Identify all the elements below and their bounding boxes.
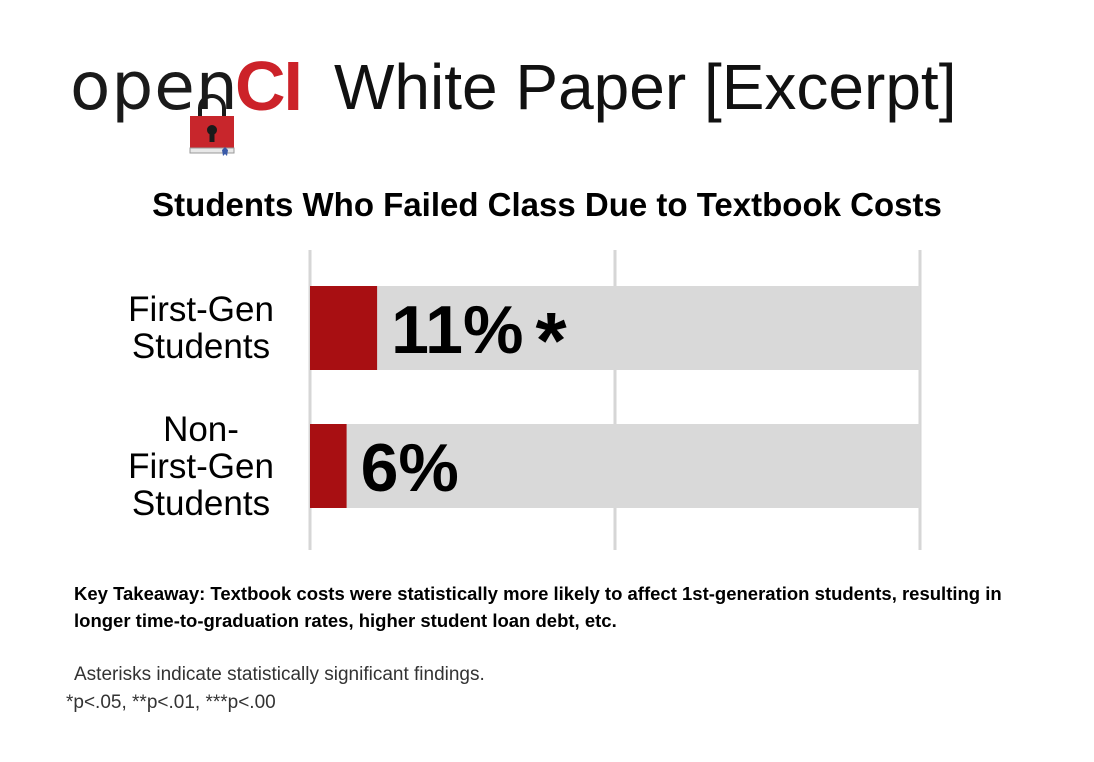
bar [310, 424, 347, 508]
significance-marker: * [535, 296, 567, 385]
category-label: First-Gen Students [128, 290, 274, 366]
chart-plot: 11% * 6% [308, 250, 922, 550]
logo-word-open: open [70, 48, 239, 125]
data-label: 11% [391, 292, 523, 368]
opencl-logo: open CI [70, 47, 320, 162]
data-label: 6% [361, 430, 459, 506]
bar-track [310, 424, 920, 508]
page-title: White Paper [Excerpt] [334, 51, 957, 123]
chart-title: Students Who Failed Class Due to Textboo… [152, 186, 942, 223]
bar [310, 286, 378, 370]
bar-track [310, 286, 920, 370]
p-value-legend: *p<.05, **p<.01, ***p<.00 [66, 692, 276, 713]
bar-chart: 11% * 6% First-Gen Students Non- First-Gen … [0, 240, 1094, 570]
logo-word-ci: CI [235, 47, 303, 125]
category-label: Non- First-Gen Students [128, 409, 274, 523]
asterisk-note: Asterisks indicate statistically signifi… [74, 664, 485, 685]
padlock-book-icon [189, 94, 235, 156]
key-takeaway: Key Takeaway: Textbook costs were statis… [74, 583, 1002, 631]
